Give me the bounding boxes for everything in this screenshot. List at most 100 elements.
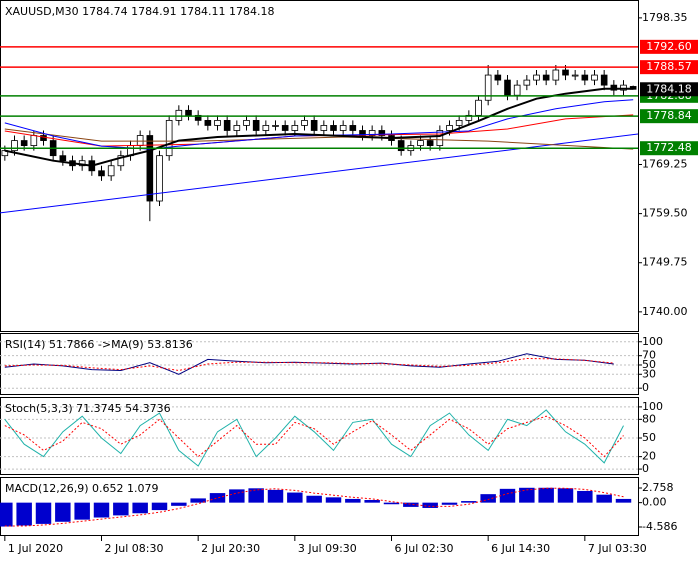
y-tick-label: 0 <box>642 462 649 475</box>
candle-body <box>117 155 125 167</box>
candle-body <box>194 114 202 121</box>
bar <box>557 488 574 503</box>
y-tick-label: 50 <box>642 358 656 371</box>
bar <box>519 487 535 503</box>
candle-body <box>426 140 434 146</box>
candle-body <box>30 135 38 146</box>
candle-body <box>504 79 511 96</box>
y-tick-label: 80 <box>642 412 656 425</box>
level-label-box <box>640 60 698 75</box>
candle-body <box>368 130 376 136</box>
candle-body <box>455 120 463 126</box>
y-tick-label: 1798.35 <box>642 11 688 24</box>
candle-body <box>581 74 589 81</box>
candle-body <box>484 74 492 101</box>
bar <box>113 502 129 516</box>
x-tick-label: 6 Jul 14:30 <box>491 542 550 555</box>
bar <box>499 488 516 503</box>
candle-body <box>523 79 531 86</box>
candle-body <box>185 109 192 116</box>
candle-body <box>272 125 279 127</box>
x-tick-label: 2 Jul 08:30 <box>105 542 164 555</box>
candle-body <box>330 125 337 131</box>
candle-body <box>542 74 550 81</box>
candle-body <box>40 135 47 141</box>
bar <box>615 498 632 503</box>
y-tick-label: 1759.50 <box>642 207 688 220</box>
bar <box>441 502 458 505</box>
candle-body <box>620 84 627 91</box>
candle-body <box>349 125 357 131</box>
candle-body <box>107 165 115 177</box>
bar <box>0 502 13 527</box>
y-tick-label: 100 <box>642 335 663 348</box>
candle-body <box>214 120 221 126</box>
panel-title: XAUUSD,M30 1784.74 1784.91 1784.11 1784.… <box>5 5 275 18</box>
y-tick-label: 100 <box>642 400 663 413</box>
x-tick-label: 7 Jul 03:30 <box>588 542 647 555</box>
panel-title: RSI(14) 51.7866 ->MA(9) 53.8136 <box>5 338 193 351</box>
bar <box>383 502 400 505</box>
candle-body <box>146 135 154 202</box>
bar <box>132 502 148 514</box>
candle-body <box>320 125 328 131</box>
bar <box>190 498 206 503</box>
bar <box>596 494 612 503</box>
price-label-box <box>640 82 698 97</box>
series-line <box>0 133 639 214</box>
main-panel-frame <box>0 0 639 332</box>
candle-body <box>20 140 28 146</box>
series-line <box>4 357 614 372</box>
bar <box>248 488 264 503</box>
candle-body <box>310 120 318 131</box>
y-tick-label: 2.758 <box>642 481 674 494</box>
bar <box>16 502 32 526</box>
candle-body <box>591 74 598 81</box>
bar <box>577 490 593 503</box>
x-tick-label: 3 Jul 09:30 <box>298 542 357 555</box>
candle-body <box>552 69 560 81</box>
candle-body <box>281 125 289 131</box>
y-tick-label: 70 <box>642 349 656 362</box>
y-tick-label: -4.586 <box>642 520 677 533</box>
level-label: 1772.48 <box>646 141 692 154</box>
panel-title: MACD(12,26,9) 0.652 1.079 <box>5 482 159 495</box>
y-tick-label: 30 <box>642 367 656 380</box>
candle-body <box>262 125 270 131</box>
y-tick-label: 0 <box>642 381 649 394</box>
price-label: 1784.18 <box>646 82 692 95</box>
bar <box>171 502 187 506</box>
rsi-panel-frame <box>0 333 639 395</box>
y-tick-label: 1769.25 <box>642 157 688 170</box>
candle-body <box>11 140 18 152</box>
x-tick-label: 6 Jul 02:30 <box>395 542 454 555</box>
stoch-panel-frame <box>0 397 639 475</box>
candle-body <box>223 120 231 131</box>
candle-body <box>136 135 144 146</box>
candle-body <box>562 69 569 76</box>
bar <box>538 487 554 503</box>
bar <box>229 489 245 503</box>
bar <box>74 502 90 520</box>
x-tick-label: 2 Jul 20:30 <box>201 542 260 555</box>
bar <box>461 501 477 503</box>
bar <box>345 498 361 503</box>
candle-body <box>252 120 260 131</box>
candle-body <box>301 120 308 126</box>
candle-body <box>378 130 386 136</box>
candle-body <box>243 120 250 126</box>
level-label-box <box>640 39 698 54</box>
bar <box>422 502 438 508</box>
candle-body <box>339 125 347 131</box>
candle-body <box>175 109 183 121</box>
bar <box>403 502 419 507</box>
panel-title: Stoch(5,3,3) 71.3745 54.3736 <box>5 402 171 415</box>
candle-body <box>513 84 521 96</box>
level-label: 1788.57 <box>646 60 692 73</box>
y-tick-label: 20 <box>642 450 656 463</box>
y-tick-label: 1740.00 <box>642 305 688 318</box>
bar <box>35 502 52 524</box>
bar <box>93 502 110 518</box>
bar <box>267 489 284 503</box>
